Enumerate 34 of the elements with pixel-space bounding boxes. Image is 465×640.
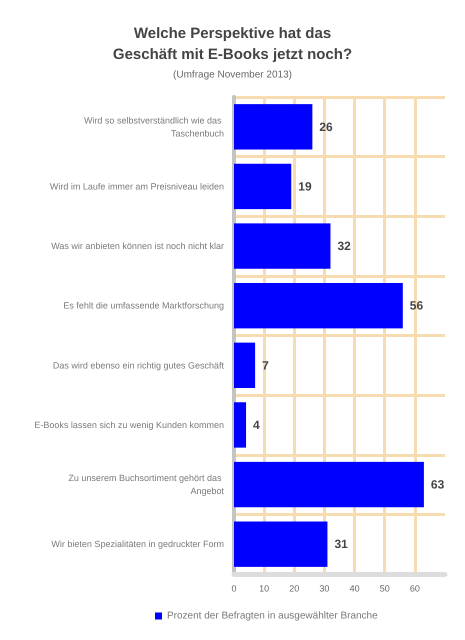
x-tick-label: 30 [319, 584, 330, 594]
y-tick-label: Das wird ebenso ein richtig gutes Geschäft [52, 360, 224, 370]
y-tick-label: E-Books lassen sich zu wenig Kunden kommen [34, 420, 224, 430]
data-label: 26 [319, 120, 334, 134]
bar [234, 223, 330, 269]
x-tick-label: 0 [231, 584, 237, 594]
x-tick-label: 20 [289, 584, 300, 594]
bar [234, 402, 246, 448]
x-tick-label: 50 [380, 584, 390, 594]
chart-subtitle: (Umfrage November 2013) [173, 70, 292, 80]
data-label: 31 [334, 537, 348, 552]
bar [234, 104, 312, 150]
legend-label: Prozent der Befragten in ausgewählter Branche [167, 610, 378, 622]
bar [234, 462, 424, 508]
data-label: 32 [337, 239, 352, 254]
data-label: 56 [410, 298, 424, 313]
data-label: 63 [430, 478, 445, 492]
data-label: 19 [298, 179, 312, 194]
y-tick-label: Wir bieten Spezialitäten in gedruckter Form [51, 539, 224, 550]
x-tick-label: 40 [350, 584, 360, 594]
y-tick-label: Zu unserem Buchsortiment gehört das Angebot [68, 473, 224, 496]
bar [234, 522, 328, 567]
x-tick-label: 10 [259, 584, 270, 594]
x-tick-label: 60 [410, 584, 420, 594]
y-tick-label: Es fehlt die umfassende Marktforschung [63, 300, 224, 311]
data-label: 4 [253, 418, 260, 432]
y-tick-label: Was wir anbieten können ist noch nicht klar [51, 241, 224, 252]
y-tick-label: Wird im Laufe immer am Preisniveau leiden [50, 181, 224, 192]
data-label: 7 [262, 358, 270, 372]
y-tick-label: Wird so selbstverständlich wie das Taschenbuch [84, 115, 224, 138]
chart-title: Welche Perspektive hat das Geschäft mit E-Books jetzt noch? [112, 25, 352, 63]
bar [234, 283, 403, 328]
bar [234, 342, 256, 388]
bar [234, 164, 292, 210]
